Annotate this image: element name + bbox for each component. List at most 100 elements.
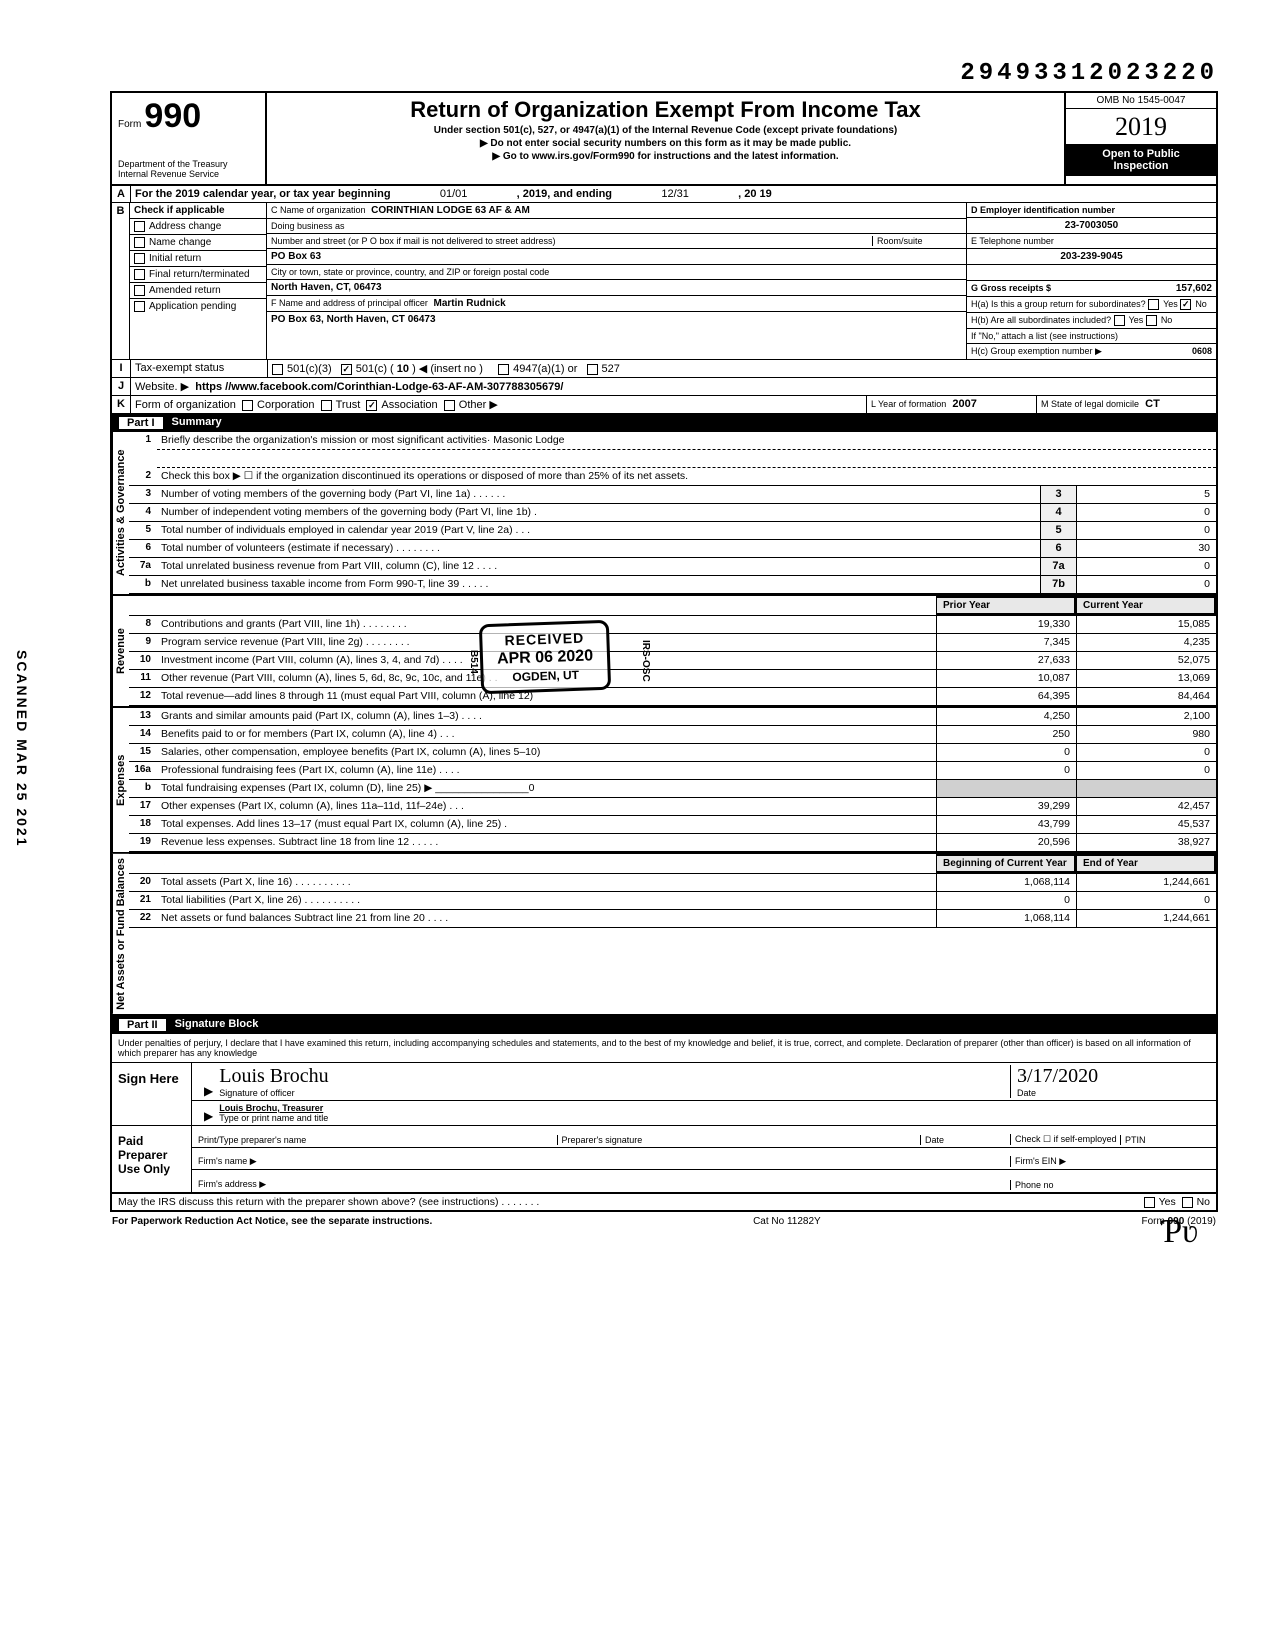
prior-year-value: 19,330 bbox=[936, 616, 1076, 633]
omb-number: OMB No 1545-0047 bbox=[1066, 93, 1216, 109]
line-text: Revenue less expenses. Subtract line 18 … bbox=[157, 834, 936, 851]
tax-year: 2019 bbox=[1115, 112, 1167, 141]
type-print-label: Type or print name and title bbox=[219, 1113, 328, 1123]
chk-corp[interactable] bbox=[242, 400, 253, 411]
website-value: https //www.facebook.com/Corinthian-Lodg… bbox=[195, 381, 563, 393]
firm-phone-label: Phone no bbox=[1010, 1180, 1210, 1190]
city-label: City or town, state or province, country… bbox=[267, 265, 966, 280]
opt-501c: 501(c) ( bbox=[356, 363, 394, 375]
opt-501c3: 501(c)(3) bbox=[287, 363, 332, 375]
chk-4947[interactable] bbox=[498, 364, 509, 375]
prior-year-value: 10,087 bbox=[936, 670, 1076, 687]
dept-irs: Internal Revenue Service bbox=[118, 170, 259, 180]
chk-501c[interactable]: ✓ bbox=[341, 364, 352, 375]
section-side-label: Net Assets or Fund Balances bbox=[112, 854, 129, 1014]
part-1-label: Part I bbox=[118, 416, 164, 430]
current-year-value: 52,075 bbox=[1076, 652, 1216, 669]
chk-discuss-yes[interactable] bbox=[1144, 1197, 1155, 1208]
line-text: Net unrelated business taxable income fr… bbox=[157, 576, 1040, 593]
chk-discuss-no[interactable] bbox=[1182, 1197, 1193, 1208]
ein-value: 23-7003050 bbox=[967, 218, 1216, 234]
open-public-1: Open to Public bbox=[1068, 148, 1214, 160]
chk-final-return[interactable] bbox=[134, 269, 145, 280]
prior-year-value bbox=[936, 780, 1076, 797]
chk-501c3[interactable] bbox=[272, 364, 283, 375]
e-label: E Telephone number bbox=[967, 234, 1216, 249]
line-text: Total liabilities (Part X, line 26) . . … bbox=[157, 892, 936, 909]
preparer-sig-label: Preparer's signature bbox=[557, 1135, 921, 1145]
col-prior-year: Beginning of Current Year bbox=[936, 854, 1076, 873]
chk-ha-yes[interactable] bbox=[1148, 299, 1159, 310]
line-text: Total number of individuals employed in … bbox=[157, 522, 1040, 539]
chk-name-change[interactable] bbox=[134, 237, 145, 248]
line-box: 5 bbox=[1040, 522, 1076, 539]
c-label: C Name of organization bbox=[271, 205, 366, 215]
line-text: Salaries, other compensation, employee b… bbox=[157, 744, 936, 761]
chk-address-change[interactable] bbox=[134, 221, 145, 232]
line-text: Total assets (Part X, line 16) . . . . .… bbox=[157, 874, 936, 891]
open-public-2: Inspection bbox=[1068, 160, 1214, 172]
city-value: North Haven, CT, 06473 bbox=[271, 282, 382, 293]
row-a-tail: , 20 19 bbox=[738, 188, 772, 200]
g-label: G Gross receipts $ bbox=[971, 283, 1051, 293]
part-2-label: Part II bbox=[118, 1018, 167, 1032]
opt-527: 527 bbox=[602, 363, 620, 375]
signature-block: Under penalties of perjury, I declare th… bbox=[110, 1034, 1218, 1194]
label-a: A bbox=[112, 186, 130, 202]
officer-name: Martin Rudnick bbox=[433, 298, 505, 309]
arrow-icon-2: ▶ bbox=[204, 1109, 213, 1123]
chk-hb-no[interactable] bbox=[1146, 315, 1157, 326]
row-a: A For the 2019 calendar year, or tax yea… bbox=[110, 186, 1218, 203]
form-note-1: ▶ Do not enter social security numbers o… bbox=[275, 138, 1056, 149]
ha-no: No bbox=[1195, 299, 1207, 309]
line-text: Total fundraising expenses (Part IX, col… bbox=[157, 780, 936, 797]
summary-section: Net Assets or Fund Balances Beginning of… bbox=[110, 854, 1218, 1016]
prior-year-value: 0 bbox=[936, 892, 1076, 909]
chk-other[interactable] bbox=[444, 400, 455, 411]
perjury-declaration: Under penalties of perjury, I declare th… bbox=[112, 1034, 1216, 1063]
current-year-value: 980 bbox=[1076, 726, 1216, 743]
hc-label: H(c) Group exemption number ▶ bbox=[971, 346, 1102, 356]
chk-assoc[interactable]: ✓ bbox=[366, 400, 377, 411]
dba-label: Doing business as bbox=[267, 219, 966, 234]
sign-here-label: Sign Here bbox=[112, 1063, 192, 1125]
line-text: Investment income (Part VIII, column (A)… bbox=[157, 652, 936, 669]
part-2-header: Part II Signature Block bbox=[110, 1016, 1218, 1034]
line-number: 20 bbox=[129, 874, 157, 891]
form-word: Form bbox=[118, 119, 141, 130]
current-year-value: 0 bbox=[1076, 892, 1216, 909]
l-label: L Year of formation bbox=[871, 399, 946, 409]
chk-hb-yes[interactable] bbox=[1114, 315, 1125, 326]
chk-ha-no[interactable]: ✓ bbox=[1180, 299, 1191, 310]
prior-year-value: 250 bbox=[936, 726, 1076, 743]
chk-trust[interactable] bbox=[321, 400, 332, 411]
gross-receipts: 157,602 bbox=[1176, 283, 1212, 294]
cat-number: Cat No 11282Y bbox=[753, 1216, 821, 1227]
501c-num: 10 bbox=[397, 363, 409, 375]
line-number: 11 bbox=[129, 670, 157, 687]
officer-signature: Louis Brochu bbox=[219, 1065, 328, 1087]
opt-address-change: Address change bbox=[149, 221, 221, 232]
section-side-label: Expenses bbox=[112, 708, 129, 852]
year-end: 12/31 bbox=[615, 188, 735, 200]
line-text: Total revenue—add lines 8 through 11 (mu… bbox=[157, 688, 936, 705]
line-text: Net assets or fund balances Subtract lin… bbox=[157, 910, 936, 927]
current-year-value: 2,100 bbox=[1076, 708, 1216, 725]
line-value: 0 bbox=[1076, 558, 1216, 575]
state-domicile: CT bbox=[1145, 398, 1160, 410]
chk-initial-return[interactable] bbox=[134, 253, 145, 264]
row-a-text: For the 2019 calendar year, or tax year … bbox=[135, 188, 391, 200]
line-number: 9 bbox=[129, 634, 157, 651]
current-year-value: 38,927 bbox=[1076, 834, 1216, 851]
chk-amended[interactable] bbox=[134, 285, 145, 296]
chk-pending[interactable] bbox=[134, 301, 145, 312]
sig-date-label: Date bbox=[1017, 1088, 1036, 1098]
summary-section: Revenue Prior Year Current Year8Contribu… bbox=[110, 596, 1218, 708]
prior-year-value: 4,250 bbox=[936, 708, 1076, 725]
chk-527[interactable] bbox=[587, 364, 598, 375]
line-text: Other expenses (Part IX, column (A), lin… bbox=[157, 798, 936, 815]
prior-year-value: 43,799 bbox=[936, 816, 1076, 833]
hc-value: 0608 bbox=[1192, 346, 1212, 356]
line-number: 6 bbox=[129, 540, 157, 557]
h-note: If "No," attach a list (see instructions… bbox=[967, 329, 1216, 344]
